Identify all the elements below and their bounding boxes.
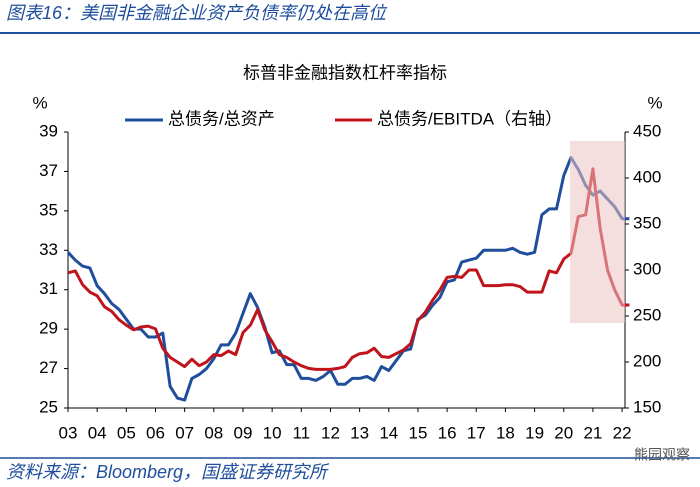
y2-axis-label: % [647, 93, 662, 112]
x-tick-label: 18 [496, 423, 515, 442]
highlight-band [570, 141, 625, 323]
x-tick-label: 14 [379, 423, 398, 442]
y-tick-label: 33 [39, 240, 58, 259]
x-tick-label: 07 [175, 423, 194, 442]
x-tick-label: 22 [613, 423, 632, 442]
plot-area: 25 27 29 31 33 35 37 39 150 200 250 300 350 400 450 03 0… [39, 121, 661, 442]
chart-title: 标普非金融指数杠杆率指标 [243, 63, 447, 82]
x-tick-label: 04 [88, 423, 107, 442]
x-tick-label: 11 [292, 423, 310, 442]
y2-tick-label: 400 [633, 167, 661, 186]
y2-tick-label: 350 [633, 213, 661, 232]
series-line [67, 167, 630, 371]
header-title: 图表16：美国非金融企业资产负债率仍处在高位 [6, 3, 388, 23]
x-tick-label: 12 [321, 423, 340, 442]
y2-tick-label: 300 [633, 259, 661, 278]
y2-tick-label: 200 [633, 351, 661, 370]
x-tick-label: 20 [554, 423, 573, 442]
x-tick-label: 03 [59, 423, 78, 442]
y-tick-label: 25 [39, 397, 58, 416]
x-tick-label: 19 [525, 423, 544, 442]
y-tick-label: 27 [39, 358, 58, 377]
y-tick-label: 37 [39, 161, 58, 180]
x-tick-label: 08 [204, 423, 223, 442]
x-tick-label: 06 [146, 423, 165, 442]
y2-tick-label: 150 [633, 397, 661, 416]
x-tick-label: 16 [438, 423, 457, 442]
x-tick-label: 10 [263, 423, 282, 442]
x-tick-label: 05 [117, 423, 136, 442]
y2-tick-label: 450 [633, 121, 661, 140]
y-tick-label: 29 [39, 319, 58, 338]
y-tick-label: 31 [39, 279, 58, 298]
x-tick-label: 13 [350, 423, 369, 442]
legend-label: 总债务/总资产 [168, 109, 275, 128]
source-note: 资料来源：Bloomberg，国盛证券研究所 [6, 462, 330, 482]
legend-label: 总债务/EBITDA（右轴） [377, 109, 562, 128]
x-tick-label: 15 [408, 423, 427, 442]
series-line [66, 156, 630, 402]
y-tick-label: 35 [39, 200, 58, 219]
y-tick-label: 39 [39, 121, 58, 140]
x-tick-label: 09 [234, 423, 253, 442]
y-axis-label: % [32, 93, 47, 112]
x-tick-label: 17 [467, 423, 486, 442]
x-tick-label: 21 [583, 423, 602, 442]
y2-tick-label: 250 [633, 305, 661, 324]
watermark: 熊园观察 [634, 447, 690, 463]
